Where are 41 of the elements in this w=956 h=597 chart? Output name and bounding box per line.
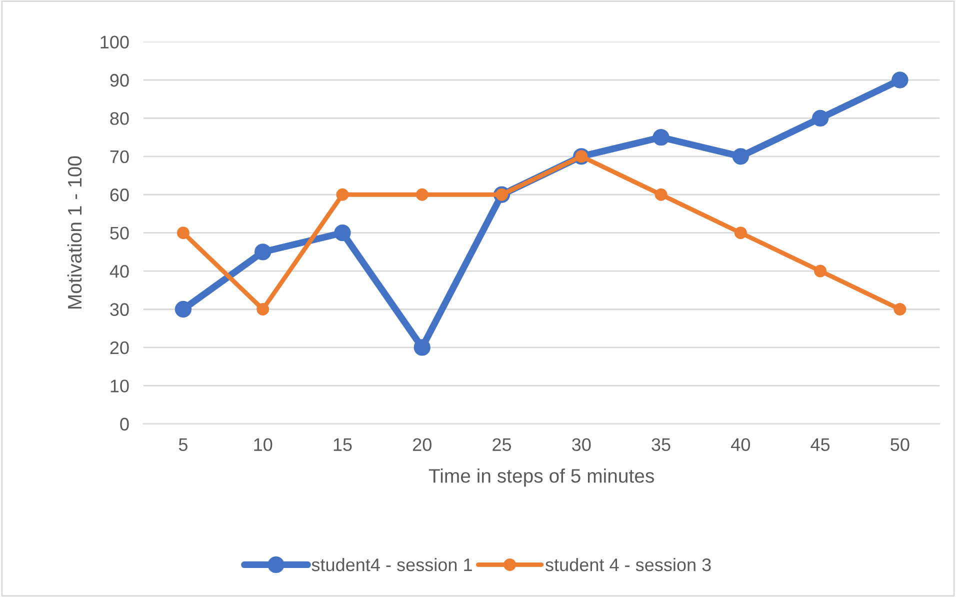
y-axis-title: Motivation 1 - 100 — [67, 156, 82, 309]
point — [256, 302, 270, 316]
y-tick-label: 50 — [110, 226, 129, 240]
y-tick-label: 80 — [110, 112, 129, 125]
x-tick-label: 5 — [178, 438, 188, 452]
x-tick-label: 30 — [572, 438, 591, 452]
point — [174, 300, 192, 318]
point — [892, 72, 908, 88]
point — [416, 188, 428, 201]
y-tick-label: 90 — [110, 74, 129, 87]
point — [336, 188, 349, 201]
y-tick-label: 20 — [110, 341, 129, 354]
point — [732, 148, 749, 165]
y-tick-label: 30 — [110, 303, 129, 316]
point — [652, 128, 670, 146]
point — [414, 339, 430, 356]
y-tick-label: 60 — [110, 188, 129, 202]
point — [176, 226, 190, 240]
x-tick-label: 15 — [334, 438, 352, 452]
point — [334, 224, 351, 242]
y-tick-label: 100 — [100, 36, 129, 49]
point — [254, 244, 272, 260]
point — [654, 188, 668, 201]
y-tick-label: 0 — [120, 418, 129, 431]
y-tick-label: 70 — [110, 150, 129, 164]
y-tick-label: 40 — [110, 264, 129, 278]
point — [734, 226, 747, 240]
x-tick-label: 45 — [810, 438, 830, 452]
x-tick-label: 10 — [254, 438, 272, 452]
legend-label: student4 - session 1 — [312, 558, 472, 572]
x-tick-label: 50 — [890, 438, 910, 452]
legend-label: student 4 - session 3 — [546, 558, 711, 572]
x-axis-title: Time in steps of 5 minutes — [428, 468, 654, 487]
y-tick-label: 10 — [110, 380, 129, 392]
x-tick-label: 20 — [412, 438, 432, 452]
x-tick-label: 25 — [492, 438, 512, 452]
point — [812, 110, 829, 127]
point — [814, 264, 827, 278]
x-tick-label: 40 — [731, 438, 750, 452]
point — [894, 302, 906, 316]
x-tick-label: 35 — [652, 438, 670, 452]
